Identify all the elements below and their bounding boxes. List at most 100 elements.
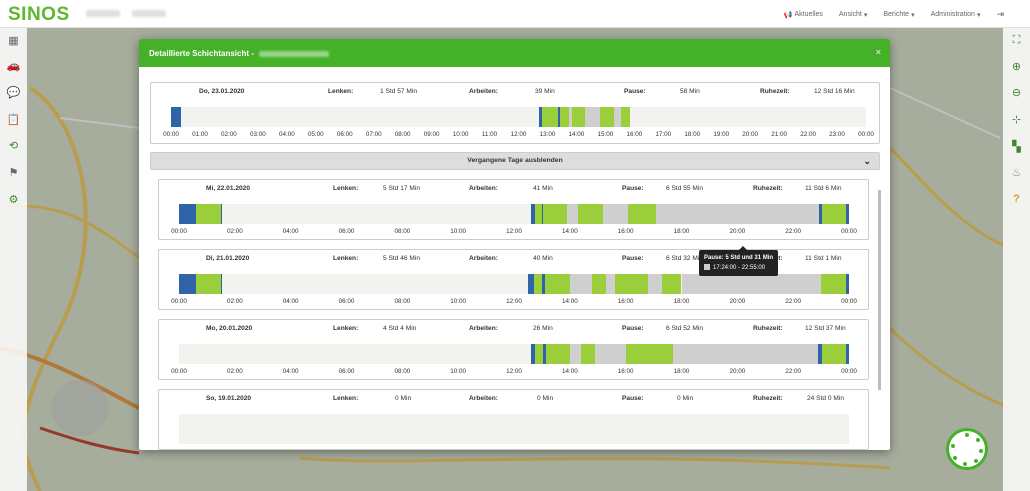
timeline-segment-work[interactable] [541, 274, 545, 294]
timeline-segment-work[interactable] [557, 107, 561, 127]
timeline-segment-drive[interactable] [822, 344, 847, 364]
timeline-segment-drive[interactable] [592, 274, 607, 294]
timeline-segment-drive[interactable] [599, 107, 615, 127]
car-icon[interactable]: 🚗 [6, 60, 21, 72]
timeline-segment-drive[interactable] [621, 107, 630, 127]
tick-label: 15:00 [597, 131, 614, 138]
timeline-segment-work[interactable] [530, 344, 535, 364]
tick-label: 19:00 [713, 131, 730, 138]
timeline-segment-pause[interactable] [673, 344, 819, 364]
timeline-segment-work[interactable] [220, 274, 223, 294]
timeline-segment-work[interactable] [171, 107, 182, 127]
ruhezeit-label: Ruhezeit: [753, 185, 783, 192]
timeline-track[interactable] [179, 344, 849, 364]
timeline-segment-work[interactable] [543, 344, 547, 364]
timeline-segment-drive[interactable] [543, 204, 568, 224]
tick-label: 06:00 [336, 131, 353, 138]
timeline-segment-drive[interactable] [578, 204, 604, 224]
ruhezeit-value: 11 Std 6 Min [805, 185, 842, 192]
timeline-segment-drive[interactable] [625, 344, 674, 364]
tick-label: 00:00 [171, 228, 187, 235]
zoom-in-icon[interactable]: ⊕ [1011, 61, 1022, 73]
timeline-segment-work[interactable] [527, 274, 534, 294]
timeline-segment-pause[interactable] [569, 107, 573, 127]
sinos-logo[interactable]: SINOS [8, 4, 70, 25]
timeline-track[interactable] [179, 414, 849, 444]
locate-icon[interactable]: ⊹ [1011, 114, 1022, 126]
timeline-segment-work[interactable] [179, 274, 196, 294]
nav-item-berichte[interactable]: Berichte ▾ [883, 11, 915, 19]
timeline-segment-drive[interactable] [628, 204, 657, 224]
timeline-segment-drive[interactable] [544, 274, 570, 294]
timeline-segment-pause[interactable] [594, 344, 626, 364]
sign-out-icon[interactable]: ⇥ [996, 9, 1004, 19]
timeline-segment-drive[interactable] [533, 274, 542, 294]
timeline-segment-drive[interactable] [821, 274, 847, 294]
timeline-segment-drive[interactable] [541, 107, 558, 127]
modal-scrollbar[interactable] [878, 190, 881, 390]
grid-icon[interactable]: ▦ [8, 35, 19, 47]
tick-label: 16:00 [617, 368, 634, 375]
map-icon[interactable]: ▚ [1012, 141, 1021, 153]
timeline-segment-pause[interactable] [567, 204, 579, 224]
timeline-track[interactable] [179, 204, 849, 224]
pause-value: 6 Std 52 Min [666, 325, 704, 332]
pause-value: 6 Std 55 Min [666, 185, 704, 192]
timeline-segment-pause[interactable] [569, 344, 581, 364]
help-icon[interactable]: ? [1013, 193, 1020, 205]
timeline-segment-work[interactable] [846, 274, 849, 294]
timeline-segment-drive[interactable] [661, 274, 682, 294]
timeline-track-today[interactable] [171, 107, 866, 127]
tooltip-line-1: Pause: 5 Std und 31 Min [704, 255, 774, 261]
day-stats: Mo, 20.01.2020 Lenken: 4 Std 4 Min Arbei… [159, 325, 868, 335]
close-icon[interactable]: × [875, 47, 881, 57]
timeline-segment-drive[interactable] [195, 204, 221, 224]
timeline-segment-work[interactable] [541, 204, 544, 224]
timeline-segment-pause[interactable] [603, 204, 629, 224]
timeline-segment-pause[interactable] [606, 274, 615, 294]
timeline-segment-pause[interactable] [614, 107, 622, 127]
collapse-past-days-button[interactable]: Vergangene Tage ausblenden ⌄ [150, 152, 880, 170]
blurred-nav-item[interactable] [86, 10, 120, 17]
timeline-segment-work[interactable] [818, 204, 823, 224]
timeline-segment-pause[interactable] [585, 107, 600, 127]
timeline-ticks-today: 00:00 01:00 02:00 03:00 04:00 05:00 06:00 07:00… [163, 131, 874, 139]
timeline-segment-drive[interactable] [614, 274, 648, 294]
blurred-nav-item[interactable] [132, 10, 166, 17]
fullscreen-icon[interactable]: ⛶ [1012, 34, 1021, 46]
route-icon[interactable]: ⟲ [8, 140, 19, 152]
timeline-segment-pause[interactable] [656, 204, 819, 224]
timeline-segment-drive[interactable] [572, 107, 586, 127]
modal-body[interactable]: Do, 23.01.2020 Lenken: 1 Std 57 Min Arbe… [149, 82, 881, 450]
timeline-segment-drive[interactable] [546, 344, 570, 364]
timeline-segment-drive[interactable] [534, 344, 544, 364]
fire-icon[interactable]: ♨ [1011, 167, 1022, 179]
timeline-segment-drive[interactable] [560, 107, 570, 127]
timeline-segment-drive[interactable] [195, 274, 221, 294]
timeline-segment-work[interactable] [220, 204, 223, 224]
clipboard-icon[interactable]: 📋 [6, 114, 21, 126]
nav-item-aktuelles[interactable]: 📢 Aktuelles [783, 11, 823, 19]
timeline-track[interactable] [179, 274, 849, 294]
timeline-segment-drive[interactable] [581, 344, 595, 364]
timeline-segment-pause[interactable] [681, 274, 822, 294]
gear-icon[interactable]: ⚙ [8, 194, 19, 206]
chat-icon[interactable]: 💬 [6, 87, 21, 99]
flag-icon[interactable]: ⚑ [8, 167, 19, 179]
timeline-segment-drive[interactable] [822, 204, 847, 224]
timeline-segment-pause[interactable] [648, 274, 662, 294]
spinner-dot [963, 462, 967, 466]
nav-item-administration[interactable]: Administration ▾ [930, 11, 981, 19]
timeline-segment-work[interactable] [530, 204, 535, 224]
timeline-segment-drive[interactable] [534, 204, 542, 224]
arbeiten-value: 0 Min [537, 395, 554, 402]
timeline-segment-work[interactable] [818, 344, 823, 364]
timeline-segment-pause[interactable] [569, 274, 593, 294]
zoom-out-icon[interactable]: ⊖ [1011, 87, 1022, 99]
timeline-segment-work[interactable] [538, 107, 542, 127]
tick-label: 16:00 [617, 228, 634, 235]
nav-item-ansicht[interactable]: Ansicht ▾ [838, 11, 868, 19]
timeline-segment-work[interactable] [846, 344, 849, 364]
timeline-segment-work[interactable] [179, 204, 196, 224]
timeline-segment-work[interactable] [846, 204, 849, 224]
